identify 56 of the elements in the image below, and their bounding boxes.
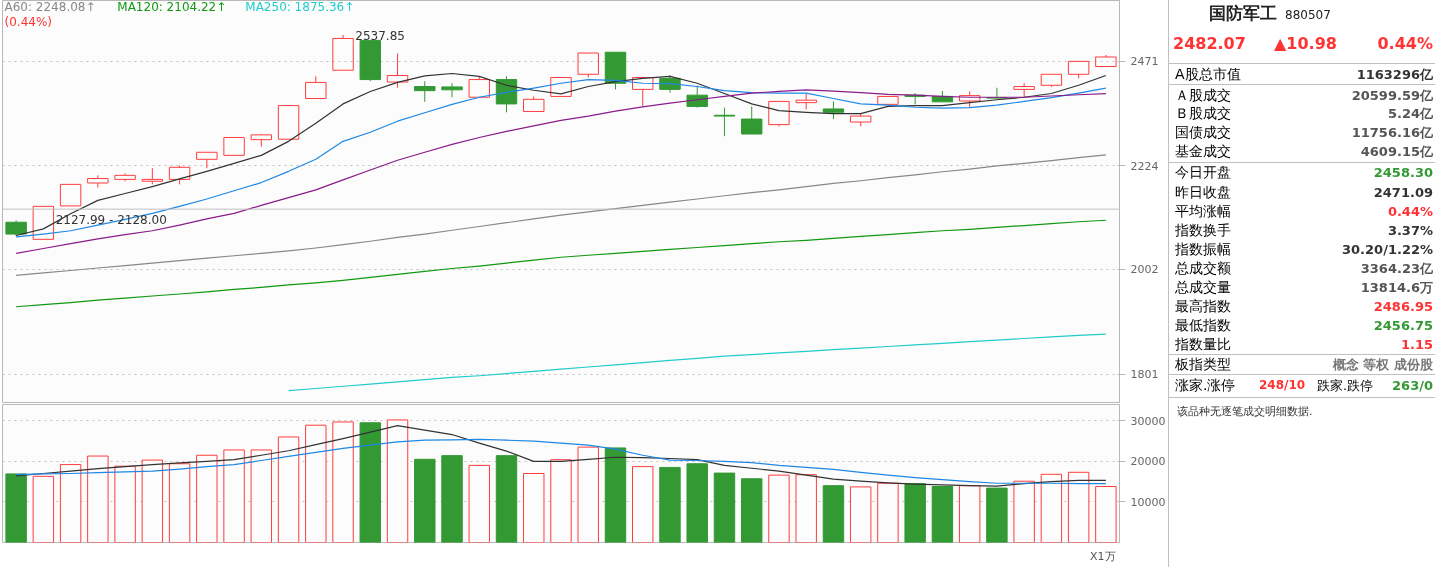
text: 指数量比 bbox=[1175, 336, 1231, 352]
text: 国防军工 bbox=[1209, 3, 1277, 23]
text: 2471.09 bbox=[1373, 185, 1433, 200]
text: 0.44% bbox=[1387, 204, 1433, 219]
text: 2482.07 bbox=[1173, 34, 1246, 53]
text: 11756.16亿 bbox=[1351, 125, 1433, 140]
text: Ａ股成交 bbox=[1175, 87, 1231, 103]
text: MA250: 1875.36↑ bbox=[245, 0, 355, 14]
text: 总成交量 bbox=[1175, 279, 1231, 295]
text: 4609.15亿 bbox=[1360, 144, 1433, 159]
text: 最高指数 bbox=[1175, 298, 1231, 314]
text: 880507 bbox=[1285, 8, 1331, 22]
text: 263/0 bbox=[1392, 378, 1433, 393]
text: 3.37% bbox=[1387, 223, 1433, 238]
annotation: 2537.85 bbox=[355, 28, 405, 43]
text: A股总市值 bbox=[1175, 66, 1241, 82]
text: 今日开盘 bbox=[1175, 164, 1231, 180]
text: ▲10.98 bbox=[1274, 34, 1337, 53]
text: 0.44% bbox=[1377, 34, 1433, 53]
text: X1万 bbox=[1089, 549, 1116, 563]
text: 指数振幅 bbox=[1175, 241, 1231, 257]
y-tick-label: 10000 bbox=[1130, 495, 1166, 509]
text: 5.24亿 bbox=[1387, 106, 1433, 121]
y-tick-label: 30000 bbox=[1130, 414, 1166, 428]
text: 指数换手 bbox=[1175, 222, 1231, 238]
text: 最低指数 bbox=[1175, 317, 1231, 333]
text: 跌家.跌停 bbox=[1317, 378, 1374, 393]
text: 30.20/1.22% bbox=[1342, 242, 1433, 257]
text: 2486.95 bbox=[1373, 299, 1433, 314]
y-tick-label: 2471 bbox=[1130, 55, 1159, 69]
y-tick-label: 20000 bbox=[1130, 455, 1166, 469]
text: 总成交额 bbox=[1175, 260, 1231, 276]
text: 2456.75 bbox=[1373, 318, 1433, 333]
text: A60: 2248.08↑ bbox=[4, 0, 96, 14]
text: 13814.6万 bbox=[1360, 280, 1433, 295]
y-tick-label: 2224 bbox=[1130, 159, 1159, 173]
text: 248/10 bbox=[1259, 378, 1306, 392]
text: 基金成交 bbox=[1175, 143, 1231, 159]
annotation: 2127.99 - 2128.00 bbox=[55, 213, 167, 228]
y-tick-label: 1801 bbox=[1130, 368, 1159, 382]
text: 2458.30 bbox=[1373, 165, 1433, 180]
text: 1163296亿 bbox=[1356, 67, 1433, 82]
text: 板指类型 bbox=[1175, 356, 1231, 372]
text: 涨家.涨停 bbox=[1175, 377, 1236, 393]
text: 概念 等权 成份股 bbox=[1332, 357, 1433, 372]
text: 3364.23亿 bbox=[1360, 261, 1433, 276]
text: 平均涨幅 bbox=[1175, 203, 1231, 219]
y-tick-label: 2002 bbox=[1130, 263, 1159, 277]
text: 该品种无逐笔成交明细数据. bbox=[1177, 405, 1313, 418]
text: Ｂ股成交 bbox=[1175, 105, 1231, 121]
text: 1.15 bbox=[1400, 337, 1433, 352]
text: 国债成交 bbox=[1175, 124, 1231, 140]
text: MA120: 2104.22↑ bbox=[117, 0, 227, 14]
annotation: (0.44%) bbox=[4, 14, 52, 29]
text: 昨日收盘 bbox=[1175, 184, 1231, 200]
text: 20599.59亿 bbox=[1351, 88, 1433, 103]
